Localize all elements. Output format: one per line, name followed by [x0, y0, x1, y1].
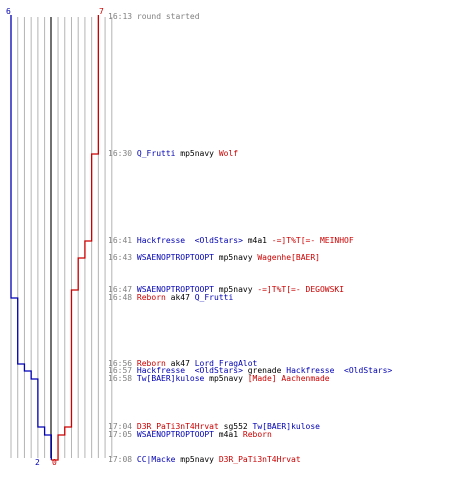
log-entry: 16:57 Hackfresse <OldStars> grenade Hack… [108, 366, 392, 376]
player-name: WSAENOPTROPTOOPT [136, 430, 214, 439]
blue-team-line [10, 15, 52, 460]
player-name: WSAENOPTROPTOOPT [136, 285, 214, 294]
log-entry: 16:30 Q_Frutti mp5navy Wolf [108, 149, 238, 159]
log-entry: 17:04 D3R_PaTi3nT4Hrvat sg552 Tw[BAER]ku… [108, 422, 320, 432]
log-entry: 16:13 round started [108, 12, 200, 22]
player-name: Hackfresse <OldStars> [286, 366, 393, 375]
player-name: Tw[BAER]kulose [252, 422, 320, 431]
player-name: D3R_PaTi3nT4Hrvat [136, 422, 219, 431]
log-time: 17:04 [108, 422, 133, 431]
weapon-name: ak47 [165, 359, 195, 368]
player-name: Hackfresse <OldStars> [136, 366, 243, 375]
log-entry: 17:05 WSAENOPTROPTOOPT m4a1 Reborn [108, 430, 272, 440]
weapon-name: m4a1 [242, 236, 272, 245]
weapon-name: mp5navy [175, 455, 219, 464]
player-name: Reborn [136, 293, 166, 302]
player-name: D3R_PaTi3nT4Hrvat [218, 455, 301, 464]
log-time: 16:48 [108, 293, 133, 302]
weapon-name: mp5navy [213, 253, 258, 262]
log-time: 16:57 [108, 366, 133, 375]
log-time: 16:56 [108, 359, 133, 368]
log-entry: 16:56 Reborn ak47 Lord FragAlot [108, 359, 257, 369]
player-name: Tw[BAER]kulose [136, 374, 205, 383]
blue-start-count: 6 [6, 7, 11, 16]
log-time: 16:30 [108, 149, 133, 158]
log-entry: 16:41 Hackfresse <OldStars> m4a1 -=]T%T[… [108, 236, 354, 246]
weapon-name: mp5navy [213, 285, 258, 294]
log-entry: 17:08 CC|Macke mp5navy D3R_PaTi3nT4Hrvat [108, 455, 301, 465]
player-name: Q_Frutti [136, 149, 176, 158]
log-message: round started [136, 12, 200, 21]
weapon-name: grenade [242, 366, 287, 375]
player-name: Wagenhe[BAER] [257, 253, 320, 262]
player-name: Q_Frutti [194, 293, 234, 302]
log-entry: 16:58 Tw[BAER]kulose mp5navy [Made] Aach… [108, 374, 330, 384]
weapon-name: ak47 [165, 293, 195, 302]
weapon-name: m4a1 [213, 430, 243, 439]
log-entry: 16:48 Reborn ak47 Q_Frutti [108, 293, 233, 303]
log-entry: 16:47 WSAENOPTROPTOOPT mp5navy -=]T%T[=-… [108, 285, 344, 295]
weapon-name: mp5navy [204, 374, 248, 383]
red-start-count: 7 [99, 7, 104, 16]
log-time: 16:13 [108, 12, 133, 21]
player-name: Wolf [218, 149, 239, 158]
red-team-line [51, 15, 100, 461]
log-time: 17:05 [108, 430, 133, 439]
red-end-count: 0 [52, 458, 57, 467]
player-name: WSAENOPTROPTOOPT [136, 253, 214, 262]
log-time: 17:08 [108, 455, 133, 464]
log-time: 16:47 [108, 285, 133, 294]
player-name: Reborn [242, 430, 272, 439]
player-name: CC|Macke [136, 455, 176, 464]
weapon-name: mp5navy [175, 149, 219, 158]
blue-end-count: 2 [35, 458, 40, 467]
log-time: 16:41 [108, 236, 133, 245]
log-time: 16:43 [108, 253, 133, 262]
player-name: [Made] Aachenmade [247, 374, 330, 383]
log-entry: 16:43 WSAENOPTROPTOOPT mp5navy Wagenhe[B… [108, 253, 320, 263]
player-name: Hackfresse <OldStars> [136, 236, 243, 245]
log-time: 16:58 [108, 374, 133, 383]
player-name: -=]T%T[=- DEGOWSKI [257, 285, 345, 294]
weapon-name: sg552 [218, 422, 253, 431]
player-name: -=]T%T[=- MEINHOF [271, 236, 354, 245]
player-name: Lord FragAlot [194, 359, 258, 368]
player-name: Reborn [136, 359, 166, 368]
